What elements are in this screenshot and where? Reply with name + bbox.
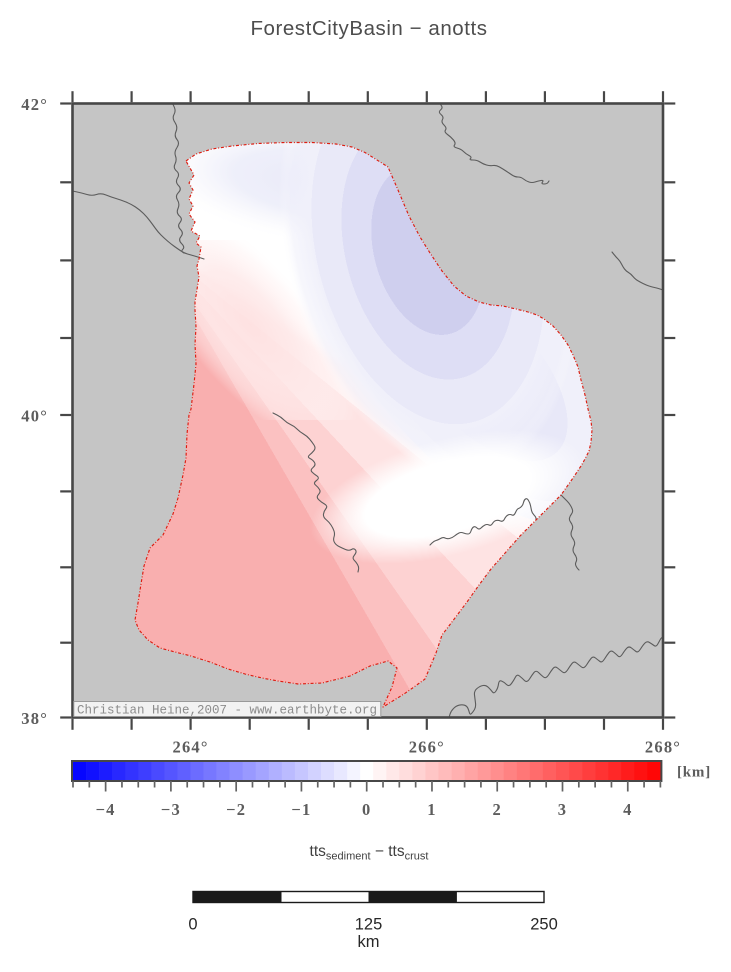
svg-text:[km]: [km]	[677, 765, 711, 781]
svg-text:264°: 264°	[173, 738, 209, 757]
svg-text:266°: 266°	[409, 738, 445, 757]
svg-text:ForestCityBasin − anotts: ForestCityBasin − anotts	[250, 17, 487, 40]
svg-text:250: 250	[530, 916, 558, 934]
svg-text:0: 0	[362, 800, 371, 819]
svg-text:−4: −4	[96, 800, 116, 819]
svg-text:2: 2	[492, 800, 501, 819]
svg-text:−2: −2	[226, 800, 246, 819]
svg-text:38°: 38°	[21, 709, 48, 728]
svg-text:268°: 268°	[645, 738, 681, 757]
svg-text:0: 0	[188, 916, 197, 934]
svg-text:125: 125	[355, 916, 383, 934]
svg-text:km: km	[358, 933, 380, 951]
svg-text:1: 1	[427, 800, 436, 819]
svg-text:3: 3	[558, 800, 567, 819]
svg-text:Christian Heine,2007 - www.ear: Christian Heine,2007 - www.earthbyte.org	[77, 704, 377, 718]
svg-text:40°: 40°	[21, 407, 48, 426]
svg-text:42°: 42°	[21, 95, 48, 114]
svg-text:−1: −1	[291, 800, 311, 819]
svg-text:−3: −3	[161, 800, 181, 819]
svg-text:4: 4	[623, 800, 632, 819]
